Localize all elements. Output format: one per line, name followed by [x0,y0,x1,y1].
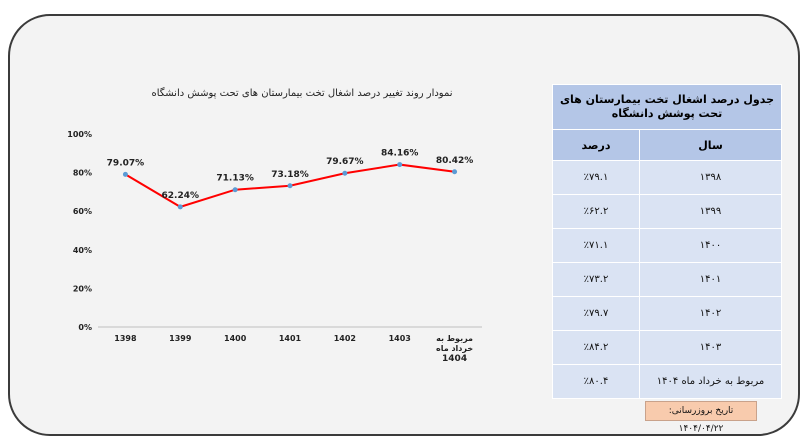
data-point [232,187,238,193]
row-percent: ٪۸۰.۴ [551,364,641,399]
chart-title: نمودار روند تغییر درصد اشغال تخت بیمارست… [151,88,453,99]
occupancy-table: جدول درصد اشغال تخت بیمارستان های تحت پو… [551,84,782,399]
x-tick-label: 1403 [389,334,411,343]
row-percent: ٪۷۹.۱ [551,160,641,195]
row-percent: ٪۷۳.۲ [551,262,641,297]
update-date-badge: تاریخ بروزرسانی: ۱۴۰۴/۰۴/۲۲ [645,401,757,434]
x-tick-label: 1399 [169,334,192,343]
data-label: 79.07% [107,158,145,168]
data-point [397,162,403,168]
table-row: ۱۳۹۸ ٪۷۹.۱ [551,160,782,195]
data-label: 71.13% [216,174,254,184]
data-point [177,204,183,210]
data-label: 80.42% [436,156,474,166]
header-year: سال [639,129,782,161]
row-percent: ٪۷۹.۷ [551,296,641,331]
data-point [452,169,458,175]
y-tick-label: 0% [78,323,92,332]
row-percent: ٪۷۱.۱ [551,228,641,263]
table-row: ۱۳۹۹ ٪۶۲.۲ [551,194,782,229]
row-year: ۱۴۰۰ [639,228,782,263]
row-year: ۱۳۹۹ [639,194,782,229]
row-year: ۱۴۰۲ [639,296,782,331]
row-year: ۱۴۰۳ [639,330,782,365]
table-caption: جدول درصد اشغال تخت بیمارستان های تحت پو… [552,84,782,130]
x-tick-label: 1401 [279,334,302,343]
y-tick-label: 60% [73,207,92,216]
table-row: ۱۴۰۱ ٪۷۳.۲ [551,262,782,297]
data-label: 73.18% [271,170,309,180]
table-row: ۱۴۰۳ ٪۸۴.۲ [551,330,782,365]
header-percent: درصد [551,129,641,161]
data-point [287,183,293,189]
row-year: مربوط به خرداد ماه ۱۴۰۴ [639,364,782,399]
x-tick-label: 1402 [334,334,356,343]
data-label: 79.67% [326,157,364,167]
x-tick-label: 1400 [224,334,247,343]
table-row: ۱۴۰۰ ٪۷۱.۱ [551,228,782,263]
data-point [342,170,348,176]
y-tick-label: 20% [73,284,92,293]
x-tick-label: 1398 [114,334,137,343]
table-row: ۱۴۰۲ ٪۷۹.۷ [551,296,782,331]
row-year: ۱۴۰۱ [639,262,782,297]
row-percent: ٪۶۲.۲ [551,194,641,229]
y-tick-label: 40% [73,246,92,255]
data-point [122,171,128,177]
table-row: مربوط به خرداد ماه ۱۴۰۴ ٪۸۰.۴ [551,364,782,399]
row-percent: ٪۸۴.۲ [551,330,641,365]
y-tick-label: 80% [73,169,92,178]
y-tick-label: 100% [67,130,92,139]
row-year: ۱۳۹۸ [639,160,782,195]
data-label: 84.16% [381,149,419,159]
data-label: 62.24% [162,191,200,201]
x-tick-label: مربوط به خرداد ماه 1404 [436,334,473,364]
